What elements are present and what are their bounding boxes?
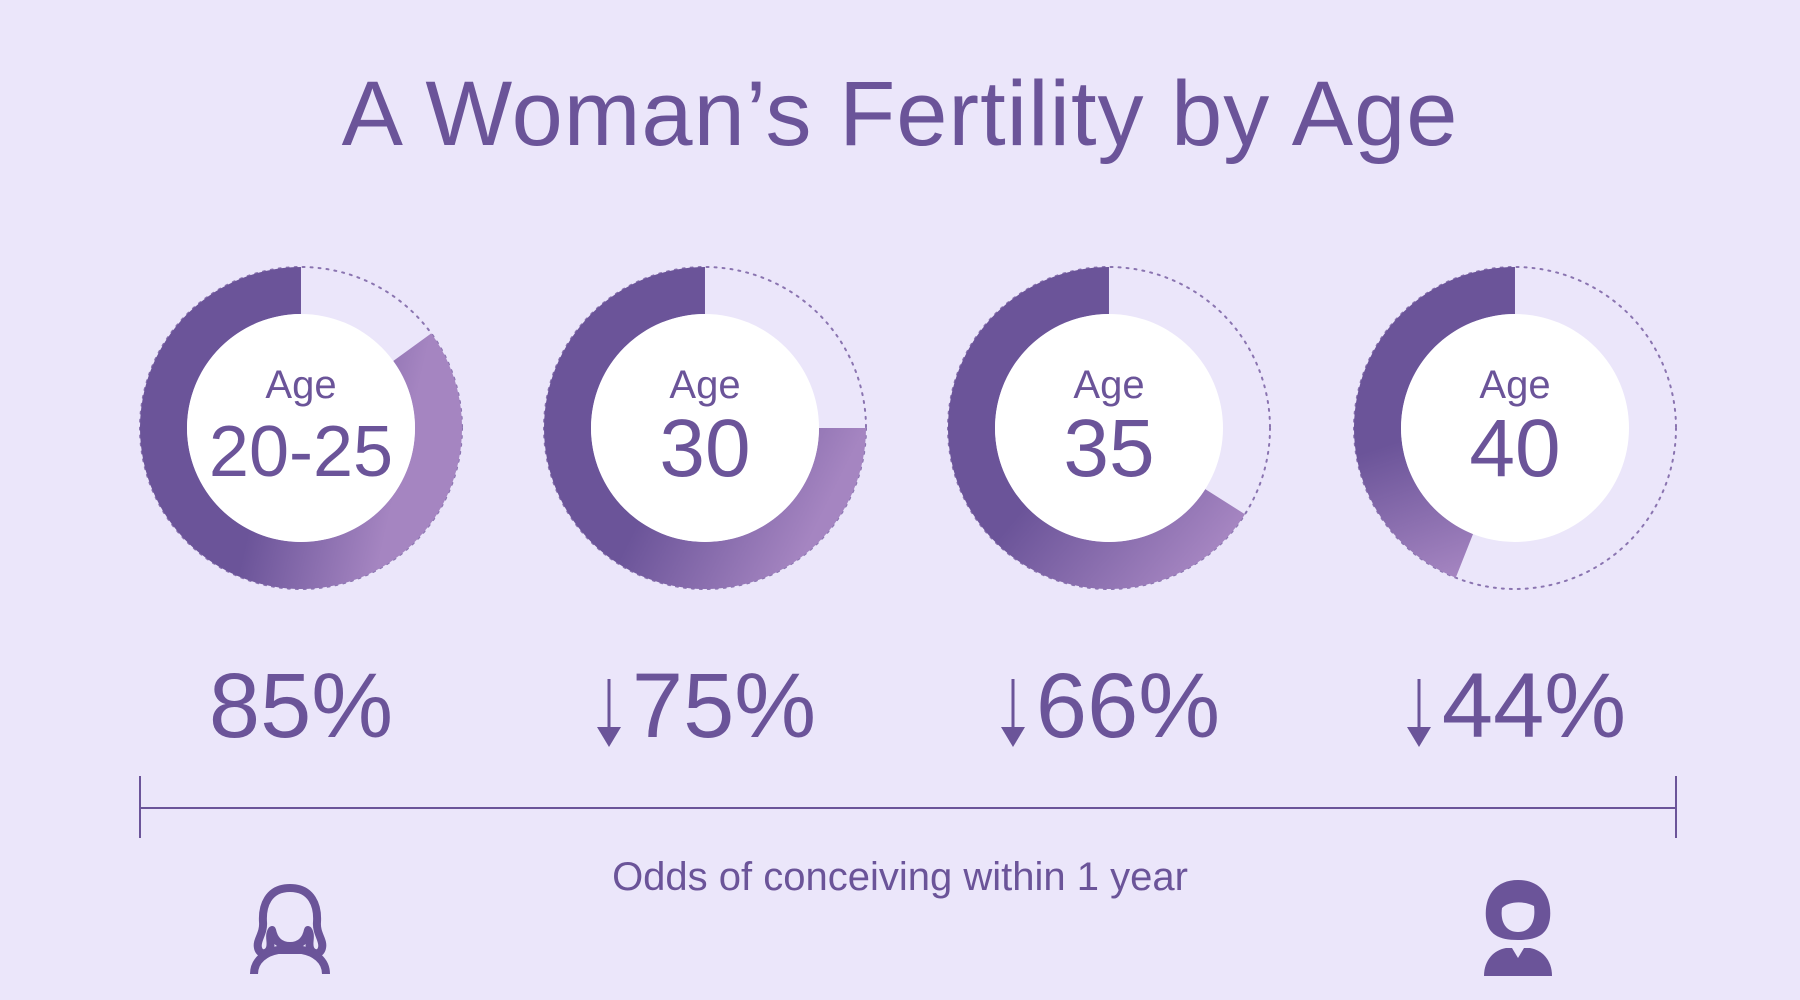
ring-center: [995, 314, 1223, 542]
ring-age-prefix: Age: [265, 363, 336, 407]
percent-value: 44%: [1441, 655, 1627, 757]
ring-center: [591, 314, 819, 542]
ring-center: [187, 314, 415, 542]
ring-age-value: 30: [659, 403, 750, 494]
ring-value-arc: [948, 267, 1245, 589]
young-woman-outline-icon: [250, 884, 330, 974]
percent-value: 85%: [208, 655, 394, 757]
ring-age-prefix: Age: [1479, 363, 1550, 407]
down-arrow-icon: [596, 678, 621, 747]
percent-label: 85%: [136, 660, 466, 752]
down-arrow-icon: [1000, 678, 1025, 747]
percent-label: 44%: [1350, 660, 1680, 752]
ring-age-prefix: Age: [669, 363, 740, 407]
ring-age-value: 20-25: [209, 412, 393, 492]
ring-value-arc: [1354, 267, 1515, 578]
percent-value: 66%: [1035, 655, 1221, 757]
ring-outline: [1353, 266, 1677, 590]
percent-value: 75%: [631, 655, 817, 757]
ring-age-value: 35: [1063, 403, 1154, 494]
percent-label: 66%: [944, 660, 1274, 752]
older-woman-filled-icon: [1484, 880, 1552, 976]
ring-age-prefix: Age: [1073, 363, 1144, 407]
ring-1: Age 20-25: [139, 266, 463, 590]
ring-center: [1401, 314, 1629, 542]
percent-label: 75%: [540, 660, 870, 752]
page-title: A Woman’s Fertility by Age: [341, 63, 1459, 165]
down-arrow-icon: [1406, 678, 1431, 747]
axis-caption: Odds of conceiving within 1 year: [612, 855, 1188, 899]
ring-age-value: 40: [1469, 403, 1560, 494]
